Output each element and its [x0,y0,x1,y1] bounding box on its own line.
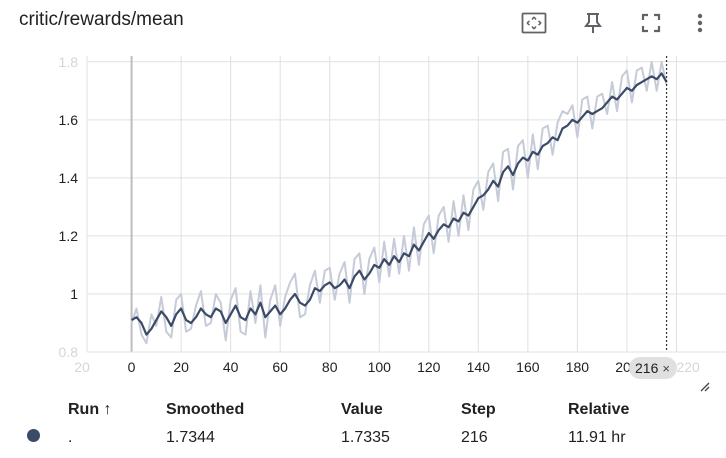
y-tick-label-faint: 1.8 [59,54,79,70]
x-tick-label: 160 [516,359,540,375]
x-tick-label: 100 [368,359,392,375]
raw-value: 1.7335 [341,429,390,446]
run-name: . [68,429,73,446]
close-icon[interactable]: × [662,360,670,376]
pin-icon [584,13,602,33]
run-color-dot [27,429,40,442]
raw-series-line [130,60,668,345]
run-column-header[interactable]: Run ↑ [68,401,112,418]
smoothed-column-header[interactable]: Smoothed [166,401,245,418]
y-tick-label-faint: 0.8 [59,344,79,360]
y-tick-label: 1 [70,286,78,302]
fullscreen-button[interactable] [635,6,667,40]
value-column-header[interactable]: Value [341,401,383,418]
series [130,56,668,352]
fit-domain-button[interactable] [518,6,550,40]
y-tick-label: 1.6 [59,112,79,128]
fit-domain-icon [521,12,547,34]
x-tick-label: 0 [128,359,136,375]
step-value: 216 [461,429,488,446]
relative-column-header[interactable]: Relative [568,401,630,418]
x-tick-label: 120 [417,359,441,375]
legend-table: Run ↑ Smoothed Value Step Relative . 1.7… [0,397,688,453]
x-tick-label: 80 [322,359,338,375]
x-tick-label: 60 [272,359,288,375]
legend-header-row: Run ↑ Smoothed Value Step Relative [0,397,688,423]
more-options-button[interactable] [684,6,716,40]
smoothed-series-line [131,72,668,336]
resize-handle-icon[interactable] [698,380,710,392]
pin-button[interactable] [577,6,609,40]
x-tick-label: 40 [223,359,239,375]
y-tick-label: 1.2 [59,228,79,244]
more-vert-icon [697,13,703,33]
x-tick-label: 180 [566,359,590,375]
grid [86,56,726,353]
hover-step-label: 216 [635,360,659,376]
y-tick-label: 1.4 [59,170,79,186]
hover-step-chip[interactable]: 216 × [629,357,677,379]
relative-time: 11.91 hr [568,429,626,446]
x-tick-label: 140 [467,359,491,375]
x-tick-label-faint: 20 [74,359,90,375]
chart-title: critic/rewards/mean [19,9,184,30]
smoothed-value: 1.7344 [166,429,215,446]
line-chart[interactable]: 1 1.2 1.4 1.6 0.8 1.8 0 20 40 60 80 100 120 140 160 180… [0,0,726,392]
fullscreen-icon [641,13,661,33]
step-column-header[interactable]: Step [461,401,496,418]
x-tick-label-faint: 220 [676,359,700,375]
x-tick-label: 20 [173,359,189,375]
legend-row[interactable]: . 1.7344 1.7335 216 11.91 hr [0,423,688,453]
